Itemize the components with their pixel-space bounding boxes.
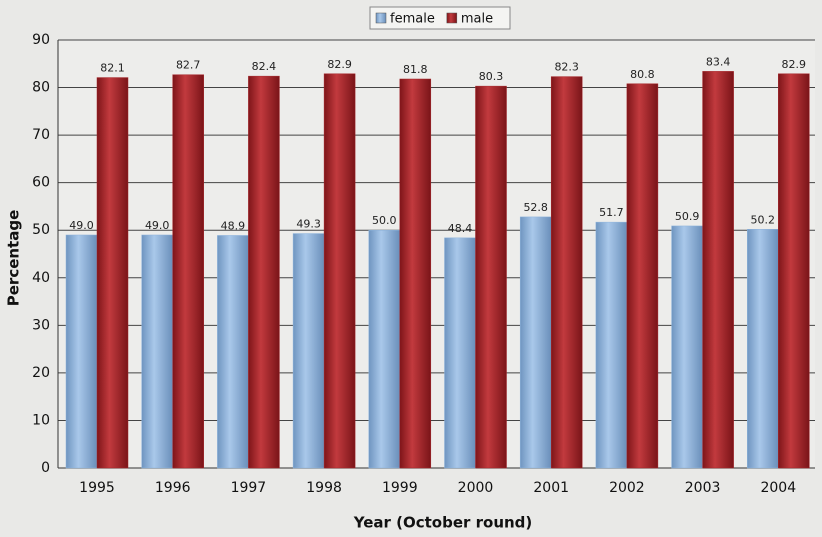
bar bbox=[65, 234, 98, 469]
bar bbox=[368, 229, 401, 469]
y-tick-label: 60 bbox=[32, 175, 50, 191]
value-label: 82.9 bbox=[327, 58, 352, 71]
y-tick-label: 20 bbox=[32, 365, 50, 381]
bar bbox=[96, 77, 129, 469]
bar bbox=[217, 235, 249, 469]
x-tick-label: 2003 bbox=[685, 480, 721, 496]
y-tick-label: 70 bbox=[32, 127, 50, 143]
bar bbox=[747, 229, 779, 469]
legend-label: male bbox=[461, 12, 493, 27]
bar bbox=[671, 225, 703, 469]
y-tick-label: 0 bbox=[41, 460, 50, 476]
x-tick-label: 1995 bbox=[79, 480, 115, 496]
bar bbox=[626, 83, 659, 469]
x-tick-label: 1999 bbox=[382, 480, 418, 496]
x-axis-title: Year (October round) bbox=[353, 514, 533, 532]
value-label: 82.7 bbox=[176, 59, 201, 72]
value-label: 81.8 bbox=[403, 63, 428, 76]
value-label: 49.0 bbox=[69, 219, 94, 232]
legend-swatch bbox=[375, 12, 387, 24]
bar bbox=[475, 85, 507, 469]
value-label: 50.0 bbox=[372, 214, 397, 227]
bar bbox=[444, 237, 476, 469]
x-tick-label: 1998 bbox=[306, 480, 342, 496]
bar bbox=[292, 233, 325, 469]
bar bbox=[595, 221, 628, 469]
value-label: 80.3 bbox=[479, 70, 504, 83]
value-label: 48.9 bbox=[221, 219, 246, 232]
legend bbox=[369, 6, 511, 30]
value-label: 50.2 bbox=[751, 213, 776, 226]
value-label: 83.4 bbox=[706, 55, 731, 68]
value-label: 49.0 bbox=[145, 219, 170, 232]
x-tick-label: 1997 bbox=[231, 480, 267, 496]
legend-swatch bbox=[446, 12, 458, 24]
bar bbox=[323, 73, 356, 469]
bar bbox=[550, 76, 583, 469]
x-tick-label: 2000 bbox=[458, 480, 494, 496]
value-label: 52.8 bbox=[523, 201, 548, 214]
y-tick-label: 50 bbox=[32, 222, 50, 238]
value-label: 49.3 bbox=[296, 218, 321, 231]
value-label: 50.9 bbox=[675, 210, 700, 223]
x-tick-label: 2004 bbox=[760, 480, 796, 496]
value-label: 48.4 bbox=[448, 222, 473, 235]
y-tick-label: 40 bbox=[32, 270, 50, 286]
bar bbox=[172, 74, 204, 469]
bar bbox=[141, 234, 173, 469]
y-axis-title: Percentage bbox=[5, 210, 23, 307]
bar bbox=[778, 73, 810, 469]
value-label: 82.4 bbox=[252, 60, 277, 73]
value-label: 51.7 bbox=[599, 206, 624, 219]
value-label: 82.9 bbox=[782, 58, 807, 71]
bar bbox=[248, 75, 280, 469]
bar bbox=[399, 78, 432, 469]
y-tick-label: 90 bbox=[32, 32, 50, 48]
x-tick-label: 2002 bbox=[609, 480, 645, 496]
value-label: 82.1 bbox=[100, 62, 125, 75]
value-label: 82.3 bbox=[554, 61, 579, 74]
x-tick-label: 1996 bbox=[155, 480, 191, 496]
bar bbox=[519, 216, 552, 469]
legend-label: female bbox=[390, 12, 435, 27]
y-tick-label: 30 bbox=[32, 317, 50, 333]
y-tick-label: 80 bbox=[32, 80, 50, 96]
value-label: 80.8 bbox=[630, 68, 655, 81]
x-tick-label: 2001 bbox=[533, 480, 569, 496]
y-tick-label: 10 bbox=[32, 412, 50, 428]
bar bbox=[702, 71, 734, 469]
